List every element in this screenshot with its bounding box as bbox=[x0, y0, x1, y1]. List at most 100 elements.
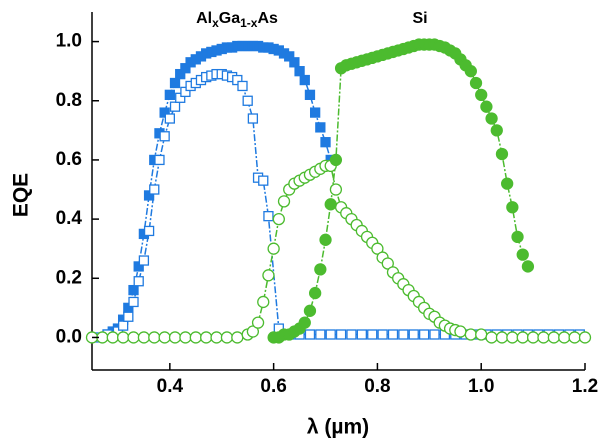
x-tick-label: 1.0 bbox=[468, 376, 494, 397]
marker bbox=[537, 331, 550, 344]
marker bbox=[356, 329, 368, 340]
marker bbox=[485, 331, 498, 344]
annotation-part: Al bbox=[196, 10, 212, 27]
marker bbox=[320, 137, 331, 148]
marker bbox=[315, 122, 326, 133]
y-tick-label: 0.6 bbox=[56, 149, 82, 170]
x-tick-label: 0.4 bbox=[157, 376, 184, 397]
marker bbox=[169, 77, 181, 89]
marker bbox=[371, 242, 384, 255]
y-tick-label: 1.0 bbox=[56, 31, 82, 52]
marker bbox=[128, 296, 139, 308]
marker bbox=[189, 331, 202, 344]
marker bbox=[329, 153, 343, 167]
marker bbox=[454, 325, 467, 338]
annotation-subscript: x bbox=[212, 16, 219, 30]
marker bbox=[127, 331, 140, 344]
y-tick-label: 0.0 bbox=[56, 326, 82, 347]
marker bbox=[158, 331, 171, 344]
marker bbox=[262, 269, 275, 282]
marker bbox=[304, 89, 316, 100]
marker bbox=[299, 74, 310, 86]
marker bbox=[511, 230, 524, 244]
marker bbox=[143, 190, 155, 201]
marker bbox=[516, 331, 529, 344]
marker bbox=[506, 201, 519, 214]
marker bbox=[143, 225, 155, 237]
annotation: Si bbox=[412, 10, 427, 27]
marker bbox=[506, 331, 519, 344]
y-tick-label: 0.2 bbox=[56, 267, 82, 288]
marker bbox=[475, 88, 488, 101]
marker bbox=[464, 65, 477, 78]
plot-area bbox=[85, 38, 592, 344]
marker bbox=[258, 175, 269, 186]
annotation-part: Ga bbox=[219, 10, 240, 27]
marker bbox=[294, 66, 305, 77]
marker bbox=[137, 331, 151, 344]
marker bbox=[175, 68, 186, 80]
marker bbox=[210, 331, 223, 344]
marker bbox=[251, 316, 265, 329]
marker bbox=[578, 331, 592, 344]
marker bbox=[408, 329, 419, 340]
marker bbox=[377, 329, 388, 340]
y-tick-label: 0.4 bbox=[56, 208, 83, 229]
marker bbox=[247, 113, 259, 124]
marker bbox=[429, 329, 440, 340]
marker bbox=[381, 257, 394, 270]
marker bbox=[159, 107, 170, 118]
marker bbox=[501, 177, 514, 190]
marker bbox=[289, 57, 300, 68]
marker bbox=[315, 329, 326, 340]
marker bbox=[526, 331, 540, 344]
marker bbox=[263, 210, 274, 222]
x-tick-label: 1.2 bbox=[572, 376, 598, 397]
marker bbox=[398, 329, 409, 340]
marker bbox=[324, 198, 337, 211]
marker bbox=[246, 325, 260, 338]
marker bbox=[521, 260, 535, 273]
x-tick-label: 0.8 bbox=[364, 376, 390, 397]
marker bbox=[418, 329, 430, 340]
marker bbox=[308, 286, 322, 300]
marker bbox=[495, 331, 509, 344]
annotation: AlxGa1-xAs bbox=[196, 10, 278, 30]
marker bbox=[133, 276, 144, 287]
marker bbox=[117, 320, 129, 331]
marker bbox=[180, 63, 191, 74]
marker bbox=[159, 131, 170, 142]
marker bbox=[179, 331, 192, 344]
marker bbox=[220, 331, 234, 344]
marker bbox=[303, 304, 317, 317]
marker bbox=[309, 107, 321, 118]
marker bbox=[568, 331, 581, 344]
x-tick-label: 0.6 bbox=[260, 376, 286, 397]
x-axis-label: λ (µm) bbox=[307, 416, 369, 439]
marker bbox=[284, 51, 295, 62]
marker bbox=[128, 284, 139, 296]
marker bbox=[116, 331, 130, 344]
marker bbox=[298, 316, 311, 329]
marker bbox=[277, 195, 291, 208]
marker bbox=[200, 331, 213, 344]
marker bbox=[387, 329, 399, 340]
marker bbox=[180, 86, 191, 98]
marker bbox=[232, 74, 243, 86]
marker bbox=[480, 100, 493, 113]
marker bbox=[304, 329, 316, 340]
marker bbox=[154, 154, 165, 166]
marker bbox=[242, 95, 253, 106]
marker bbox=[475, 328, 488, 341]
marker bbox=[329, 183, 343, 196]
marker bbox=[149, 184, 160, 195]
marker bbox=[469, 76, 483, 90]
marker bbox=[123, 311, 134, 322]
marker bbox=[490, 124, 503, 137]
marker bbox=[133, 261, 144, 272]
y-axis-label: EQE bbox=[10, 173, 33, 217]
marker bbox=[164, 89, 175, 100]
marker bbox=[516, 248, 529, 261]
marker bbox=[168, 331, 182, 344]
